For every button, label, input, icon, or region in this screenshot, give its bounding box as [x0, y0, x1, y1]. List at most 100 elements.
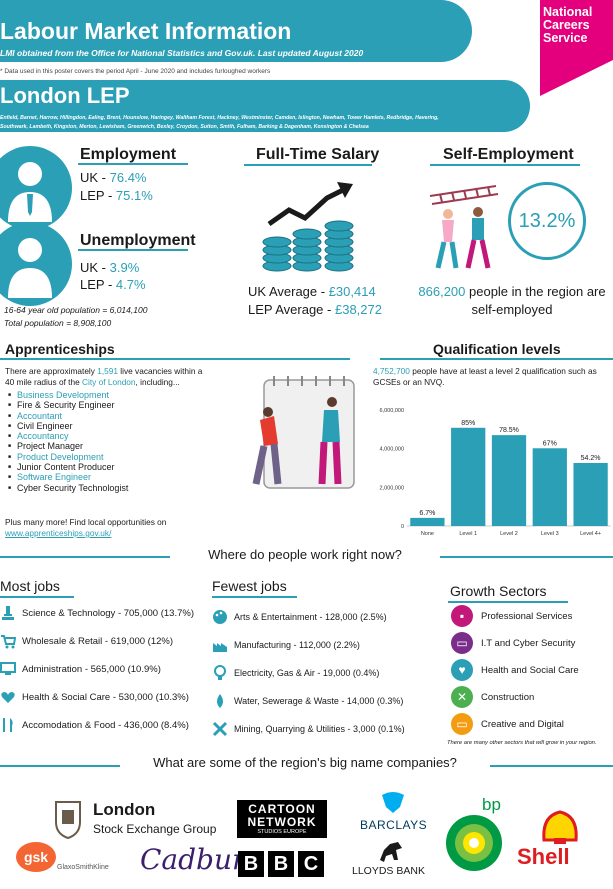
apprenticeship-role: Junior Content Producer	[8, 462, 208, 473]
job-row: Health & Social Care - 530,000 (10.3%)	[0, 687, 210, 707]
growth-note: There are many other sectors that will g…	[447, 740, 597, 746]
fewest-jobs-title: Fewest jobs	[212, 578, 287, 594]
job-label: Mining, Quarrying & Utilities - 3,000 (0…	[234, 724, 405, 734]
employment-heading-line	[78, 163, 188, 165]
bar	[573, 462, 608, 526]
y-tick-label: 2,000,000	[380, 485, 404, 491]
barclays-eagle-icon	[378, 789, 408, 815]
most-jobs-list: Science & Technology - 705,000 (13.7%) Wh…	[0, 603, 210, 743]
cart-icon	[0, 633, 17, 649]
ladder-people-illustration	[426, 182, 506, 274]
category-label: Level 1	[459, 531, 477, 537]
bar	[410, 517, 445, 526]
lightbulb-icon	[212, 665, 228, 681]
region-banner	[0, 80, 530, 132]
job-row: Administration - 565,000 (10.9%)	[0, 659, 210, 679]
salary-uk: UK Average - £30,414	[248, 284, 376, 299]
self-employment-heading-line	[430, 164, 580, 166]
growth-sector-label: Construction	[481, 691, 535, 703]
droplet-icon	[212, 693, 228, 709]
header-banner	[0, 0, 472, 62]
apprenticeship-role: Software Engineer	[8, 472, 208, 483]
cartoon-network-line-2: NETWORK	[247, 815, 317, 829]
self-employment-percent-circle: 13.2%	[508, 182, 586, 260]
growth-sector-label: Health and Social Care	[481, 664, 579, 676]
fewest-jobs-heading-line	[212, 596, 297, 598]
total-population: Total population = 8,908,100	[4, 318, 112, 328]
cartoon-network-logo: CARTOON NETWORK STUDIOS EUROPE	[237, 800, 327, 838]
shell-logo: Shell	[517, 844, 570, 869]
job-label: Electricity, Gas & Air - 19,000 (0.4%)	[234, 668, 380, 678]
page-title: Labour Market Information	[0, 18, 292, 44]
apprenticeships-intro: There are approximately 1,591 live vacan…	[5, 366, 203, 387]
job-label: Water, Sewerage & Waste - 14,000 (0.3%)	[234, 696, 404, 706]
bp-helios-icon	[444, 812, 504, 874]
apprenticeship-role: Business Development	[8, 390, 208, 401]
qualifications-bar-chart: 0 2,000,000 4,000,000 6,000,000 6.7% None 85% L…	[380, 408, 611, 537]
lloyds-logo: LLOYDS BANK	[352, 865, 425, 877]
monitor-icon: ▭	[451, 632, 473, 654]
job-label: Science & Technology - 705,000 (13.7%)	[22, 607, 194, 619]
boroughs-line-1: Enfield, Barnet, Harrow, Hillingdon, Eal…	[0, 115, 439, 121]
category-label: None	[421, 531, 434, 537]
bar	[451, 427, 486, 526]
most-jobs-heading-line	[0, 596, 74, 598]
growth-sector: ▪ Professional Services	[451, 605, 611, 627]
cartoon-network-line-1: CARTOON	[248, 802, 316, 816]
apprenticeship-role: Civil Engineer	[8, 421, 208, 432]
job-row: Manufacturing - 112,000 (2.2%)	[212, 635, 437, 655]
palette-icon	[212, 609, 228, 625]
category-label: Level 2	[500, 531, 518, 537]
apprenticeship-roles-list: Business DevelopmentFire & Security Engi…	[8, 390, 208, 493]
bar-data-label: 67%	[543, 440, 557, 447]
growth-sector: ▭ Creative and Digital	[451, 713, 611, 735]
job-label: Accomodation & Food - 436,000 (8.4%)	[22, 719, 189, 731]
growth-sector-label: Creative and Digital	[481, 718, 564, 730]
y-tick-label: 0	[401, 524, 404, 530]
bbc-letter-box: B	[238, 851, 264, 877]
apprenticeship-role: Cyber Security Technologist	[8, 483, 208, 494]
self-employment-title: Self-Employment	[443, 146, 574, 163]
companies-title: What are some of the region's big name c…	[153, 755, 457, 770]
bar-data-label: 78.5%	[499, 427, 519, 434]
growth-sector-label: I.T and Cyber Security	[481, 637, 576, 649]
apprenticeship-role: Project Manager	[8, 441, 208, 452]
employment-uk: UK - 76.4%	[80, 170, 147, 185]
bp-text: bp	[482, 795, 501, 814]
unemployment-title: Unemployment	[80, 232, 196, 249]
apprenticeship-role: Product Development	[8, 452, 208, 463]
employed-person-icon	[0, 146, 72, 230]
unemployment-heading-line	[78, 249, 188, 251]
heartbeat-icon: ♥	[451, 659, 473, 681]
tools-icon	[212, 721, 228, 737]
qualifications-heading-line	[380, 358, 613, 360]
growth-sectors-list: ▪ Professional Services ▭ I.T and Cyber Sec…	[451, 605, 611, 740]
growth-sector: ♥ Health and Social Care	[451, 659, 611, 681]
growth-sector: ✕ Construction	[451, 686, 611, 708]
factory-icon	[212, 637, 228, 653]
most-jobs-title: Most jobs	[0, 578, 60, 594]
apprenticeships-heading-line	[0, 358, 350, 360]
growth-sector-label: Professional Services	[481, 610, 573, 622]
apprenticeships-link[interactable]: www.apprenticeships.gov.uk/	[5, 528, 112, 538]
briefcase-icon: ▪	[451, 605, 473, 627]
cutlery-icon	[0, 717, 16, 733]
y-tick-label: 4,000,000	[380, 447, 404, 453]
apprenticeships-title: Apprenticeships	[5, 341, 115, 357]
fewest-jobs-list: Arts & Entertainment - 128,000 (2.5%) Man…	[212, 607, 437, 747]
bar	[532, 448, 567, 526]
boroughs-line-2: Southwark, Lambeth, Kingston, Merton, Le…	[0, 124, 369, 130]
salary-heading-line	[244, 164, 372, 166]
ncs-logo-text: National Careers Service	[543, 5, 593, 45]
work-now-title-box: Where do people work right now?	[170, 546, 440, 568]
header-subtitle: LMI obtained from the Office for Nationa…	[0, 48, 364, 58]
job-label: Health & Social Care - 530,000 (10.3%)	[22, 691, 189, 703]
bar-data-label: 6.7%	[419, 510, 435, 517]
work-now-title: Where do people work right now?	[208, 547, 402, 562]
growth-sector: ▭ I.T and Cyber Security	[451, 632, 611, 654]
lse-crest-icon	[48, 798, 88, 840]
barclays-logo: BARCLAYS	[360, 818, 428, 832]
apprenticeship-role: Fire & Security Engineer	[8, 400, 208, 411]
companies-title-box: What are some of the region's big name c…	[120, 754, 490, 776]
